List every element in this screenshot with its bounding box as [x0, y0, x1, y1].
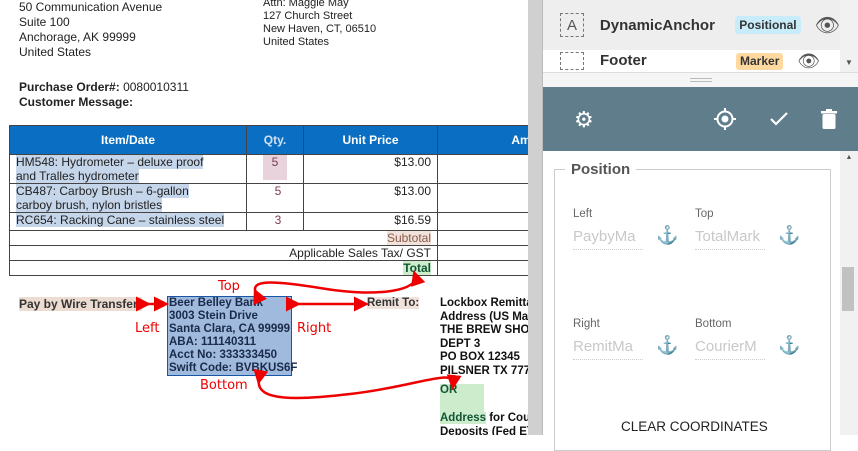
eye-icon[interactable]: 👁: [814, 14, 840, 37]
lockbox-line: Lockbox Remitta: [440, 297, 528, 309]
address-line: New Haven, CT, 06510: [263, 23, 377, 35]
header-item: Item/Date: [9, 125, 247, 155]
marker-box-icon: [560, 52, 584, 70]
eye-icon[interactable]: 👁: [797, 51, 821, 71]
lockbox-address: Lockbox Remitta Address (US Mai THE BREW…: [440, 297, 528, 435]
right-label: Right: [573, 318, 600, 330]
left-input[interactable]: PaybyMa: [573, 228, 643, 250]
header-amount: Amo: [437, 125, 528, 155]
item-list: A DynamicAnchor Positional 👁 Footer Mark…: [543, 0, 858, 72]
annotation-top: Top: [218, 279, 240, 294]
badge-marker: Marker: [736, 52, 784, 70]
po-value: 0080010311: [123, 80, 189, 94]
table-row: CB487: Carboy Brush – 6-gallon carboy bru…: [9, 183, 528, 213]
text-box-icon: A: [560, 13, 584, 37]
bank-line: Santa Clara, CA 99999: [169, 323, 291, 335]
from-address: 50 Communication Avenue Suite 100 Anchor…: [19, 0, 162, 60]
anchor-icon[interactable]: ⚓: [656, 225, 679, 245]
anchor-icon[interactable]: ⚓: [778, 225, 801, 245]
items-table: Item/Date Qty. Unit Price Amo HM548: Hyd…: [9, 125, 528, 276]
position-title: Position: [571, 161, 631, 178]
item-description: carboy brush, nylon bristles: [16, 198, 163, 212]
toolbar: ⚙: [543, 87, 858, 151]
properties-panel: A DynamicAnchor Positional 👁 Footer Mark…: [543, 0, 858, 451]
item-name: Footer: [600, 52, 647, 69]
clear-coordinates-button[interactable]: CLEAR COORDINATES: [621, 419, 768, 434]
pane-splitter[interactable]: [528, 0, 543, 435]
header-qty: Qty.: [246, 125, 304, 155]
bank-line: ABA: 111140311: [169, 336, 256, 348]
lockbox-line: PO BOX 12345: [440, 351, 520, 363]
anchor-icon[interactable]: ⚓: [656, 335, 679, 355]
bank-line: Acct No: 333333450: [169, 349, 278, 361]
trash-icon[interactable]: [821, 109, 837, 129]
subtotal-row: Subtotal: [9, 230, 528, 246]
resize-handle[interactable]: [543, 72, 858, 87]
item-description: CB487: Carboy Brush – 6-gallon: [16, 184, 189, 198]
annotation-right: Right: [297, 321, 332, 336]
lockbox-line: DEPT 3: [440, 337, 481, 350]
address-line: United States: [263, 36, 330, 48]
address-line: 127 Church Street: [263, 10, 353, 22]
courier-address-text: for Cou: [486, 412, 528, 424]
bank-line: Beer Belley Bank: [169, 297, 263, 309]
left-label: Left: [573, 208, 593, 220]
table-row: RC654: Racking Cane – stainless steel 3 …: [9, 212, 528, 231]
annotation-bottom: Bottom: [200, 378, 248, 393]
address-line: Suite 100: [19, 15, 70, 29]
item-description: HM548: Hydrometer – deluxe proof: [16, 155, 204, 169]
bank-line: 3003 Stein Drive: [169, 310, 258, 322]
arrow-bottom: [253, 368, 462, 400]
qty-value: 5: [263, 155, 287, 180]
top-input[interactable]: TotalMark: [695, 228, 765, 250]
gear-icon[interactable]: ⚙: [574, 107, 594, 132]
to-address: Attn: Maggie May 127 Church Street New H…: [263, 0, 376, 49]
lockbox-line: THE BREW SHO: [440, 324, 528, 336]
item-name: DynamicAnchor: [599, 16, 715, 34]
top-label: Top: [695, 208, 714, 220]
position-fieldset: Position: [554, 161, 831, 451]
annotation-left: Left: [135, 321, 160, 336]
badge-positional: Positional: [735, 16, 801, 34]
courier-address-highlight: Address: [440, 412, 487, 424]
panel-scrollbar[interactable]: ▲: [840, 151, 858, 435]
address-line: 50 Communication Avenue: [19, 0, 163, 14]
item-description: and Tralles hydrometer: [16, 169, 139, 183]
table-row: HM548: Hydrometer – deluxe proof and Tral…: [9, 154, 528, 184]
list-item-footer[interactable]: Footer Marker 👁: [543, 50, 840, 72]
pay-by-wire-label: Pay by Wire Transfer:: [19, 297, 142, 311]
list-scrollbar[interactable]: ▼: [840, 0, 858, 72]
address-line: Attn: Maggie May: [263, 0, 349, 9]
right-input[interactable]: RemitMa: [573, 338, 643, 360]
scrollbar-thumb[interactable]: [842, 267, 854, 311]
po-block: Purchase Order#: 0080010311 Customer Mes…: [19, 80, 189, 110]
customer-message-label: Customer Message:: [19, 95, 134, 109]
list-item-dynamicanchor[interactable]: A DynamicAnchor Positional 👁: [543, 0, 840, 50]
arrow-top: [253, 270, 426, 306]
courier-line: Deposits (Fed E): [440, 425, 528, 436]
qty-value: 5: [246, 183, 304, 213]
document-preview: 50 Communication Avenue Suite 100 Anchor…: [9, 0, 528, 435]
check-icon[interactable]: [769, 111, 789, 127]
bottom-input[interactable]: CourierM: [695, 338, 765, 360]
address-line: Anchorage, AK 99999: [19, 30, 136, 44]
subtotal-label: Subtotal: [386, 231, 431, 245]
bottom-label: Bottom: [695, 318, 732, 330]
bank-details-selection[interactable]: Beer Belley Bank 3003 Stein Drive Santa …: [167, 296, 297, 376]
lockbox-line: PILSNER TX 777: [440, 364, 528, 377]
annotation-arrows: [136, 270, 462, 400]
crosshair-icon[interactable]: [714, 108, 736, 130]
address-line: United States: [19, 45, 92, 59]
item-description: RC654: Racking Cane – stainless steel: [16, 213, 225, 227]
lockbox-line: Address (US Mai: [440, 310, 528, 323]
anchor-icon[interactable]: ⚓: [778, 335, 801, 355]
po-label: Purchase Order#:: [19, 80, 120, 94]
